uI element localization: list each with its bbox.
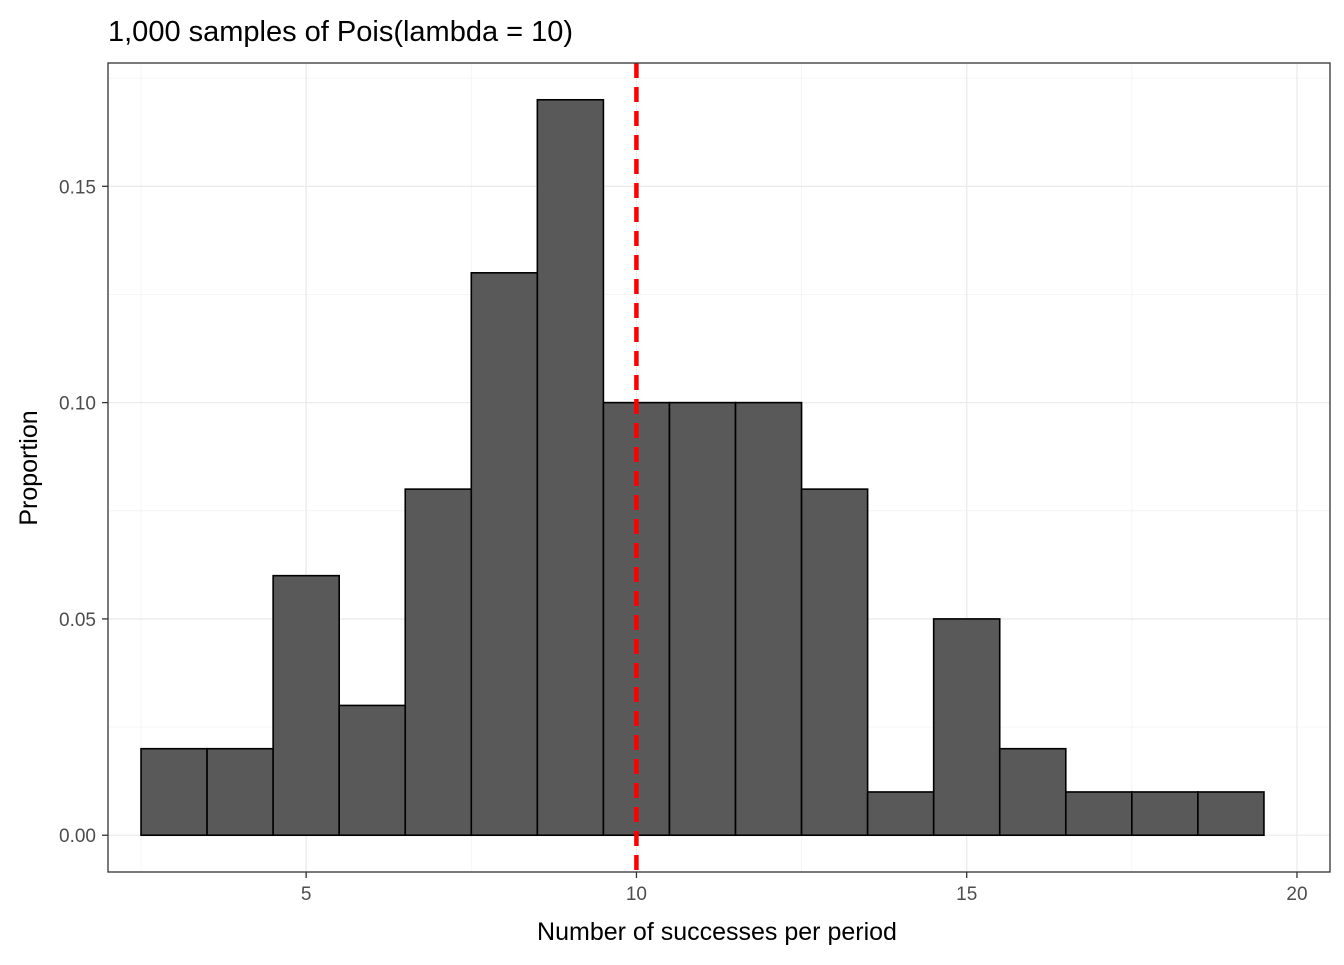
- histogram-bar: [140, 747, 208, 837]
- panel-border: [107, 62, 1331, 873]
- histogram-bar: [998, 747, 1067, 837]
- histogram-bar: [932, 618, 1001, 837]
- histogram-bar: [866, 791, 935, 837]
- y-tick-label: 0.10: [59, 394, 96, 415]
- histogram-bar: [1131, 791, 1199, 837]
- x-tick-label: 20: [1286, 884, 1307, 905]
- histogram-bar: [1197, 791, 1265, 837]
- histogram-bar: [800, 488, 869, 837]
- bars-layer: [140, 98, 1265, 837]
- histogram-bar: [470, 272, 539, 837]
- x-tick-label: 5: [301, 884, 312, 905]
- histogram-bar: [1064, 791, 1133, 837]
- histogram-bar: [272, 574, 340, 837]
- x-tick-label: 10: [626, 884, 647, 905]
- y-tick-label: 0.15: [59, 177, 96, 198]
- y-tick-label: 0.00: [59, 826, 96, 847]
- ticks-layer: 5 10 15 20 0.00 0.05 0.10 0.15: [59, 177, 1308, 905]
- histogram-bar: [404, 488, 473, 837]
- y-tick-label: 0.05: [59, 610, 96, 631]
- x-tick-label: 15: [956, 884, 977, 905]
- histogram-bar: [668, 401, 737, 837]
- chart-title: 1,000 samples of Pois(lambda = 10): [108, 16, 573, 48]
- histogram-bar: [734, 401, 803, 837]
- histogram-bar: [338, 704, 407, 837]
- histogram-bar: [206, 747, 274, 837]
- histogram-bar: [536, 98, 605, 837]
- y-axis-title: Proportion: [15, 410, 43, 525]
- x-axis-title: Number of successes per period: [537, 918, 897, 946]
